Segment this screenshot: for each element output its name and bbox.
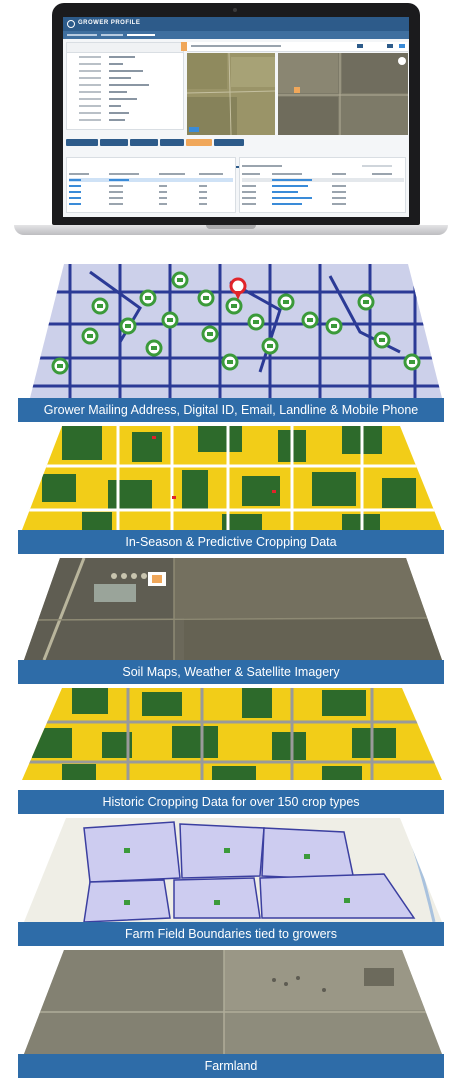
form-row: [79, 69, 169, 76]
boundary-map-image: [24, 818, 442, 922]
profile-tabs: [66, 139, 408, 147]
tab[interactable]: [160, 139, 184, 146]
table-row: [242, 202, 402, 206]
satellite-imagery: [24, 558, 442, 660]
table-row-selected: [69, 178, 235, 182]
app-subheader: [63, 31, 409, 39]
table-row: [69, 184, 235, 188]
layer-label-soil-weather: Soil Maps, Weather & Satellite Imagery: [18, 660, 444, 684]
breadcrumb-current: [127, 34, 155, 36]
table-row: [242, 196, 402, 200]
tab[interactable]: [100, 139, 128, 146]
crop-map-image: [22, 426, 442, 530]
map-button[interactable]: [357, 44, 363, 48]
farmland-image: [24, 950, 442, 1054]
in-season-crop-map: [22, 426, 442, 530]
form-row: [79, 90, 169, 97]
app-logo-icon: [67, 20, 75, 28]
profile-card-header: [67, 43, 183, 53]
field-map-satellite[interactable]: [186, 52, 276, 136]
laptop-screen: GROWER PROFILE: [63, 17, 409, 217]
form-row: [79, 62, 169, 69]
layer-label-historic-cropping: Historic Cropping Data for over 150 crop…: [18, 790, 444, 814]
grower-address-map: [30, 262, 442, 398]
map-toolbar: [187, 42, 408, 52]
laptop-camera: [233, 8, 237, 12]
crop-history-table: [66, 157, 236, 213]
grain-bin-icon: [148, 572, 166, 586]
table-row: [242, 190, 402, 194]
nearest-growers-table: [239, 157, 406, 213]
tab[interactable]: [130, 139, 158, 146]
historic-crop-image: [22, 688, 442, 780]
tab[interactable]: [66, 139, 98, 146]
laptop-base: [14, 225, 448, 235]
tab[interactable]: [214, 139, 244, 146]
form-row: [79, 118, 169, 125]
map-button[interactable]: [387, 44, 393, 48]
map-pin-icon: [229, 277, 247, 300]
field-boundaries-map: [24, 818, 442, 922]
table-row: [69, 190, 235, 194]
grower-map-image: [30, 264, 442, 398]
breadcrumb[interactable]: [67, 34, 97, 36]
laptop-notch: [206, 225, 256, 229]
satellite-map[interactable]: [278, 53, 408, 135]
table-row: [242, 184, 402, 188]
layer-label-farmland: Farmland: [18, 1054, 444, 1078]
form-row: [79, 97, 169, 104]
layer-label-grower-contact: Grower Mailing Address, Digital ID, Emai…: [18, 398, 444, 422]
grower-markers: [124, 848, 350, 905]
grower-profile-card: [66, 42, 184, 130]
satellite-texture: [186, 52, 276, 136]
table-row: [69, 202, 235, 206]
table-row: [69, 196, 235, 200]
farmland-imagery: [24, 950, 442, 1054]
form-row: [79, 83, 169, 90]
form-row: [79, 76, 169, 83]
app-logo: GROWER PROFILE: [78, 20, 141, 26]
satellite-texture: [278, 53, 408, 135]
layer-label-field-boundaries: Farm Field Boundaries tied to growers: [18, 922, 444, 946]
app-header: [63, 17, 409, 31]
form-row: [79, 104, 169, 111]
form-row: [79, 55, 169, 62]
table-row-selected: [242, 178, 404, 182]
breadcrumb-item[interactable]: [101, 34, 123, 36]
historic-crop-map: [22, 688, 442, 780]
form-row: [79, 111, 169, 118]
tab-active[interactable]: [186, 139, 212, 146]
satellite-image: [24, 558, 442, 660]
map-button[interactable]: [399, 44, 405, 48]
layer-label-in-season-cropping: In-Season & Predictive Cropping Data: [18, 530, 444, 554]
